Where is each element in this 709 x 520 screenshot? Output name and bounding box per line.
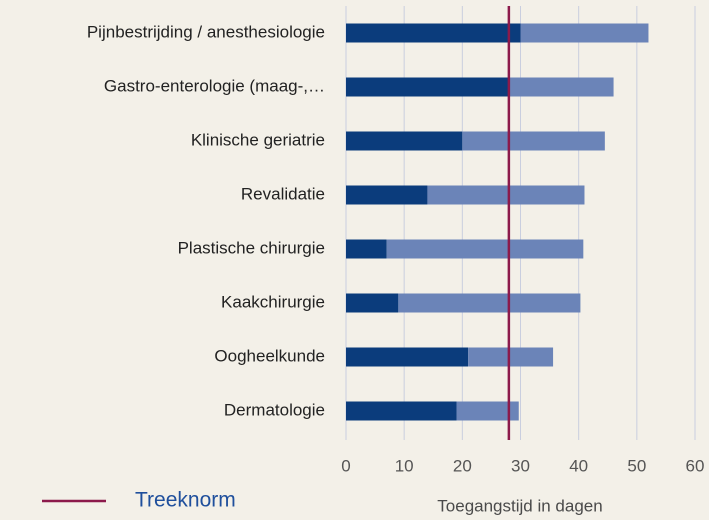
bar-segment <box>346 347 469 367</box>
bar-segment <box>468 347 554 367</box>
x-tick-label: 30 <box>511 456 530 475</box>
y-tick-label: Revalidatie <box>241 184 325 203</box>
x-axis-title: Toegangstijd in dagen <box>437 496 602 515</box>
y-tick-label: Pijnbestrijding / anesthesiologie <box>87 22 325 41</box>
y-tick-label: Kaakchirurgie <box>221 292 325 311</box>
bar-segment <box>456 401 519 421</box>
y-tick-label: Gastro-enterologie (maag-,… <box>104 76 325 95</box>
bar-segment <box>398 293 581 313</box>
y-tick-label: Plastische chirurgie <box>178 238 325 257</box>
x-tick-label: 50 <box>627 456 646 475</box>
bar-segment <box>346 77 509 97</box>
bar-segment <box>346 293 399 313</box>
x-tick-label: 10 <box>395 456 414 475</box>
bar-segment <box>520 23 649 43</box>
y-tick-label: Klinische geriatrie <box>191 130 325 149</box>
bar-segment <box>462 131 605 151</box>
bar-segment <box>427 185 585 205</box>
bar-segment <box>508 77 614 97</box>
x-tick-label: 20 <box>453 456 472 475</box>
bar-segment <box>386 239 584 259</box>
y-tick-label: Oogheelkunde <box>214 346 325 365</box>
x-tick-label: 0 <box>341 456 350 475</box>
y-tick-label: Dermatologie <box>224 400 325 419</box>
x-tick-label: 60 <box>686 456 705 475</box>
x-tick-label: 40 <box>569 456 588 475</box>
bar-segment <box>346 401 457 421</box>
legend-label: Treeknorm <box>135 489 236 512</box>
bar-segment <box>346 23 521 43</box>
bar-segment <box>346 131 463 151</box>
bar-segment <box>346 185 428 205</box>
bar-segment <box>346 239 387 259</box>
